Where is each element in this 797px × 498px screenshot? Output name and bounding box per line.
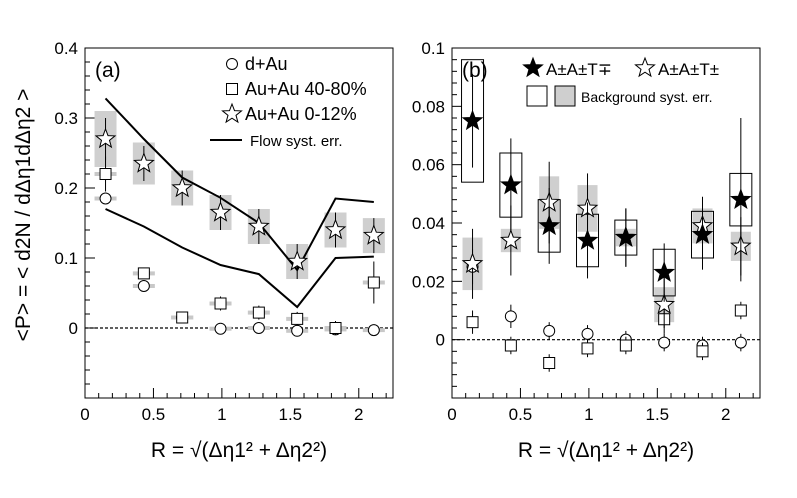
x-tick-label: 1.5 bbox=[646, 405, 670, 424]
data-point-star-open bbox=[324, 218, 347, 240]
y-tick-label: 0.2 bbox=[54, 179, 78, 198]
flow-syst-upper-line bbox=[104, 97, 374, 272]
y-tick-label: 0.06 bbox=[412, 156, 445, 175]
background-syst-box bbox=[461, 59, 485, 183]
panel-b-legend: A±A±T∓ A±A±T± Background syst. err. bbox=[522, 56, 719, 107]
panel-b-x-axis-label: R = √(Δη1² + Δη2²) bbox=[518, 439, 694, 462]
data-point-square bbox=[734, 304, 747, 317]
x-tick-label: 0.5 bbox=[142, 405, 166, 424]
y-tick-label: 0.02 bbox=[412, 272, 445, 291]
legend-swatch-square bbox=[226, 83, 238, 95]
x-tick-label: 1.5 bbox=[279, 405, 303, 424]
legend-label: A±A±T∓ bbox=[546, 60, 612, 79]
y-tick-label: 0.04 bbox=[412, 214, 445, 233]
panel-b: 0 0.02 0.04 0.06 0.08 0.1 0 0.5 1 1.5 2 (b) A±A±T∓… bbox=[412, 39, 761, 462]
x-tick-label: 2 bbox=[721, 405, 730, 424]
x-tick-label: 1 bbox=[584, 405, 593, 424]
data-point-square bbox=[329, 322, 342, 334]
x-tick-label: 2 bbox=[354, 405, 363, 424]
x-tick-label: 1 bbox=[217, 405, 226, 424]
panel-a-legend: d+Au Au+Au 40-80% Au+Au 0-12% Flow syst. er… bbox=[210, 54, 367, 150]
legend-label: Background syst. err. bbox=[581, 89, 713, 105]
panel-a: 0 0.1 0.2 0.3 0.4 0 0.5 1 1.5 2 (a) d+Au Au+Au 40-… bbox=[54, 39, 394, 462]
data-point-square bbox=[367, 276, 380, 289]
data-point-circle bbox=[214, 322, 227, 335]
data-point-star-filled bbox=[691, 223, 714, 244]
y-tick-label: 0.3 bbox=[54, 109, 78, 128]
legend-label: Flow syst. err. bbox=[250, 133, 343, 150]
data-point-square bbox=[252, 306, 265, 319]
data-point-star-open bbox=[209, 201, 232, 222]
data-point-square bbox=[543, 357, 556, 369]
y-tick-label: 0 bbox=[436, 331, 445, 350]
data-point-circle bbox=[252, 322, 265, 334]
data-point-star-filled bbox=[538, 214, 561, 236]
data-point-star-filled bbox=[653, 261, 676, 282]
data-point-star-open bbox=[94, 127, 117, 149]
data-point-circle bbox=[581, 327, 594, 340]
data-point-star-open bbox=[362, 224, 385, 245]
data-point-star-open bbox=[286, 250, 309, 271]
panel-a-label: (a) bbox=[95, 59, 121, 82]
legend-swatch-box-filled bbox=[554, 85, 576, 107]
data-point-star-filled bbox=[461, 109, 484, 131]
data-point-square bbox=[619, 339, 632, 352]
y-tick-label: 0.4 bbox=[54, 39, 78, 58]
data-point-star-open bbox=[171, 176, 194, 198]
data-point-circle bbox=[658, 336, 671, 349]
legend-swatch-star-open bbox=[221, 102, 243, 124]
data-point-star-open bbox=[653, 293, 676, 314]
data-point-star-open bbox=[461, 252, 484, 274]
legend-swatch-box-open bbox=[526, 85, 548, 107]
x-tick-label: 0 bbox=[80, 405, 89, 424]
data-point-star-open bbox=[133, 152, 155, 173]
data-point-circle bbox=[137, 280, 150, 292]
legend-label: Au+Au 40-80% bbox=[245, 79, 367, 99]
y-tick-label: 0.1 bbox=[54, 249, 78, 268]
legend-label: d+Au bbox=[245, 54, 288, 74]
x-tick-label: 0 bbox=[447, 405, 456, 424]
y-tick-label: 0.1 bbox=[421, 39, 445, 58]
data-point-square bbox=[137, 267, 150, 280]
data-point-star-filled bbox=[614, 226, 637, 247]
y-tick-label: 0 bbox=[69, 319, 78, 338]
panel-a-frame bbox=[84, 47, 394, 399]
data-point-square bbox=[466, 316, 479, 329]
data-point-square bbox=[291, 312, 304, 325]
panel-a-x-axis-label: R = √(Δη1² + Δη2²) bbox=[151, 439, 327, 462]
data-point-square bbox=[696, 345, 709, 358]
data-point-star-open bbox=[247, 215, 270, 236]
data-point-square bbox=[504, 339, 517, 352]
data-point-square bbox=[214, 297, 227, 310]
legend-swatch-star-open bbox=[634, 56, 656, 78]
data-point-star-filled bbox=[500, 173, 522, 195]
data-point-square bbox=[99, 168, 112, 180]
data-point-circle bbox=[734, 336, 747, 349]
y-axis-label: <P> = < d2N / dΔη1dΔη2 > bbox=[12, 89, 35, 342]
legend-swatch-circle bbox=[226, 58, 238, 70]
data-point-circle bbox=[543, 324, 556, 337]
data-point-circle bbox=[504, 310, 517, 323]
flow-syst-lower-line bbox=[105, 208, 374, 309]
data-point-square bbox=[581, 342, 594, 355]
panel-b-label: (b) bbox=[462, 59, 488, 82]
data-point-circle bbox=[367, 324, 380, 337]
data-point-star-open bbox=[500, 229, 522, 250]
legend-label: A±A±T± bbox=[658, 60, 719, 79]
data-point-circle bbox=[291, 324, 304, 337]
x-tick-label: 0.5 bbox=[509, 405, 533, 424]
data-point-square bbox=[176, 311, 189, 324]
data-point-star-filled bbox=[576, 229, 599, 250]
y-tick-label: 0.08 bbox=[412, 97, 445, 116]
legend-swatch-star-filled bbox=[522, 56, 544, 78]
data-point-star-filled bbox=[729, 188, 752, 209]
legend-label: Au+Au 0-12% bbox=[245, 104, 357, 124]
data-point-circle bbox=[99, 192, 112, 205]
